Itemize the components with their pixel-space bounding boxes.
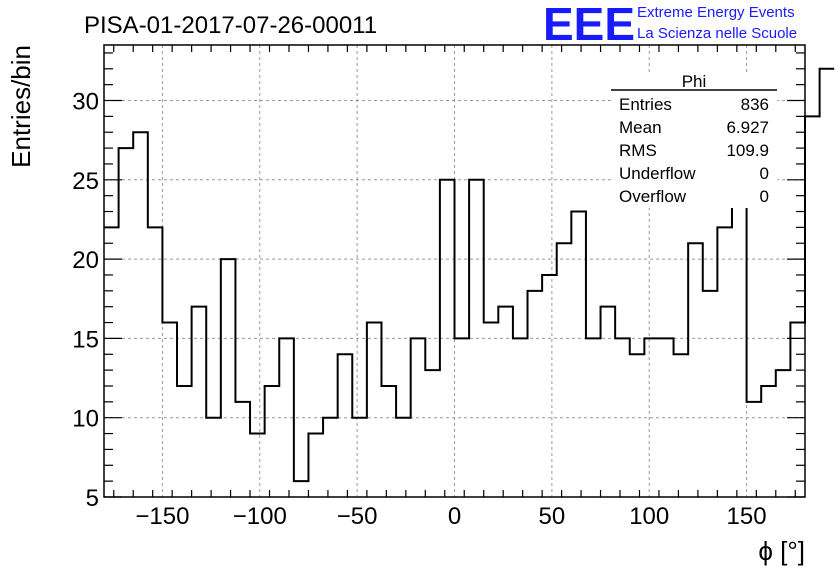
x-axis-label: ϕ [°] [758, 536, 805, 566]
y-tick-label: 25 [72, 168, 99, 195]
plot-frame [103, 44, 806, 498]
x-tick-label: 150 [727, 503, 767, 530]
histogram-bars [104, 67, 835, 483]
x-tick-label: −100 [233, 503, 287, 530]
y-tick-label: 15 [72, 326, 99, 353]
stats-value-overflow: 0 [760, 187, 769, 206]
x-tick-label: 50 [539, 503, 566, 530]
stats-box-title: Phi [682, 72, 707, 91]
y-tick-label: 30 [72, 89, 99, 116]
stats-label-overflow: Overflow [619, 187, 687, 206]
y-tick-label: 5 [86, 485, 99, 512]
stats-value-entries: 836 [741, 95, 769, 114]
y-tick-label: 20 [72, 247, 99, 274]
logo-line2: La Scienza nelle Scuole [637, 25, 797, 42]
axis-ticks [104, 45, 805, 498]
stats-label-mean: Mean [619, 118, 662, 137]
y-tick-labels: 5 10 15 20 25 30 [72, 89, 99, 512]
y-axis-label: Entries/bin [6, 45, 36, 168]
x-tick-label: 100 [629, 503, 669, 530]
x-tick-label: −150 [135, 503, 189, 530]
logo-mark: EEE [543, 0, 635, 50]
eee-logo: EEE Extreme Energy Events La Scienza nel… [543, 0, 797, 50]
stats-box-background [611, 72, 777, 208]
y-tick-label: 10 [72, 406, 99, 433]
x-tick-labels: −150 −100 −50 0 50 100 150 [135, 503, 766, 530]
stats-value-rms: 109.9 [726, 141, 769, 160]
x-tick-label: 0 [448, 503, 461, 530]
histogram-outline [104, 67, 835, 483]
stats-value-mean: 6.927 [726, 118, 769, 137]
stats-label-rms: RMS [619, 141, 657, 160]
stats-label-underflow: Underflow [619, 164, 696, 183]
chart-title: PISA-01-2017-07-26-00011 [84, 12, 377, 39]
stats-label-entries: Entries [619, 95, 672, 114]
x-tick-label: −50 [337, 503, 378, 530]
stats-box: Phi Entries 836 Mean 6.927 RMS 109.9 Und… [611, 72, 777, 208]
stats-value-underflow: 0 [760, 164, 769, 183]
logo-line1: Extreme Energy Events [637, 4, 795, 21]
